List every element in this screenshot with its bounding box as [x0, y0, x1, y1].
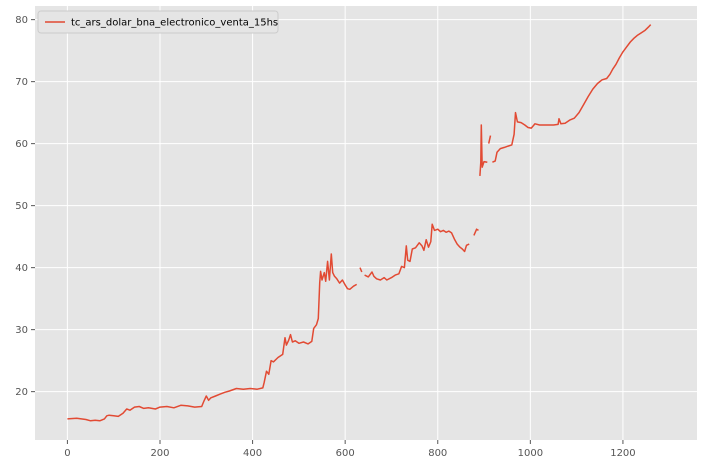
legend-label: tc_ars_dolar_bna_electronico_venta_15hs	[71, 18, 278, 29]
x-tick-label: 1200	[610, 448, 635, 459]
series-line-segment	[473, 228, 479, 236]
y-tick-label: 70	[15, 77, 28, 88]
axis-ticks: 0 200 400 600 800 1000 1200 20 30 40 50 60 70 80	[15, 15, 635, 459]
legend: tc_ars_dolar_bna_electronico_venta_15hs	[37, 10, 279, 34]
x-tick-label: 0	[64, 448, 70, 459]
x-tick-label: 200	[150, 448, 169, 459]
y-tick-label: 20	[15, 387, 28, 398]
series-line-segment	[359, 267, 363, 273]
y-tick-label: 30	[15, 325, 28, 336]
plot-area-background	[35, 6, 697, 440]
y-tick-label: 60	[15, 139, 28, 150]
x-tick-label: 400	[243, 448, 262, 459]
series-line-segment	[67, 253, 358, 422]
series-line-segment	[492, 24, 652, 163]
series-lines	[67, 24, 652, 422]
grid-lines	[35, 6, 697, 440]
y-tick-label: 50	[15, 201, 28, 212]
y-tick-label: 40	[15, 263, 28, 274]
series-line-segment	[479, 124, 488, 176]
legend-box	[37, 10, 279, 34]
series-line-segment	[364, 223, 470, 281]
y-tick-label: 80	[15, 15, 28, 26]
x-tick-label: 1000	[518, 448, 543, 459]
x-tick-label: 600	[336, 448, 355, 459]
series-line-segment	[487, 135, 492, 144]
x-tick-label: 800	[428, 448, 447, 459]
